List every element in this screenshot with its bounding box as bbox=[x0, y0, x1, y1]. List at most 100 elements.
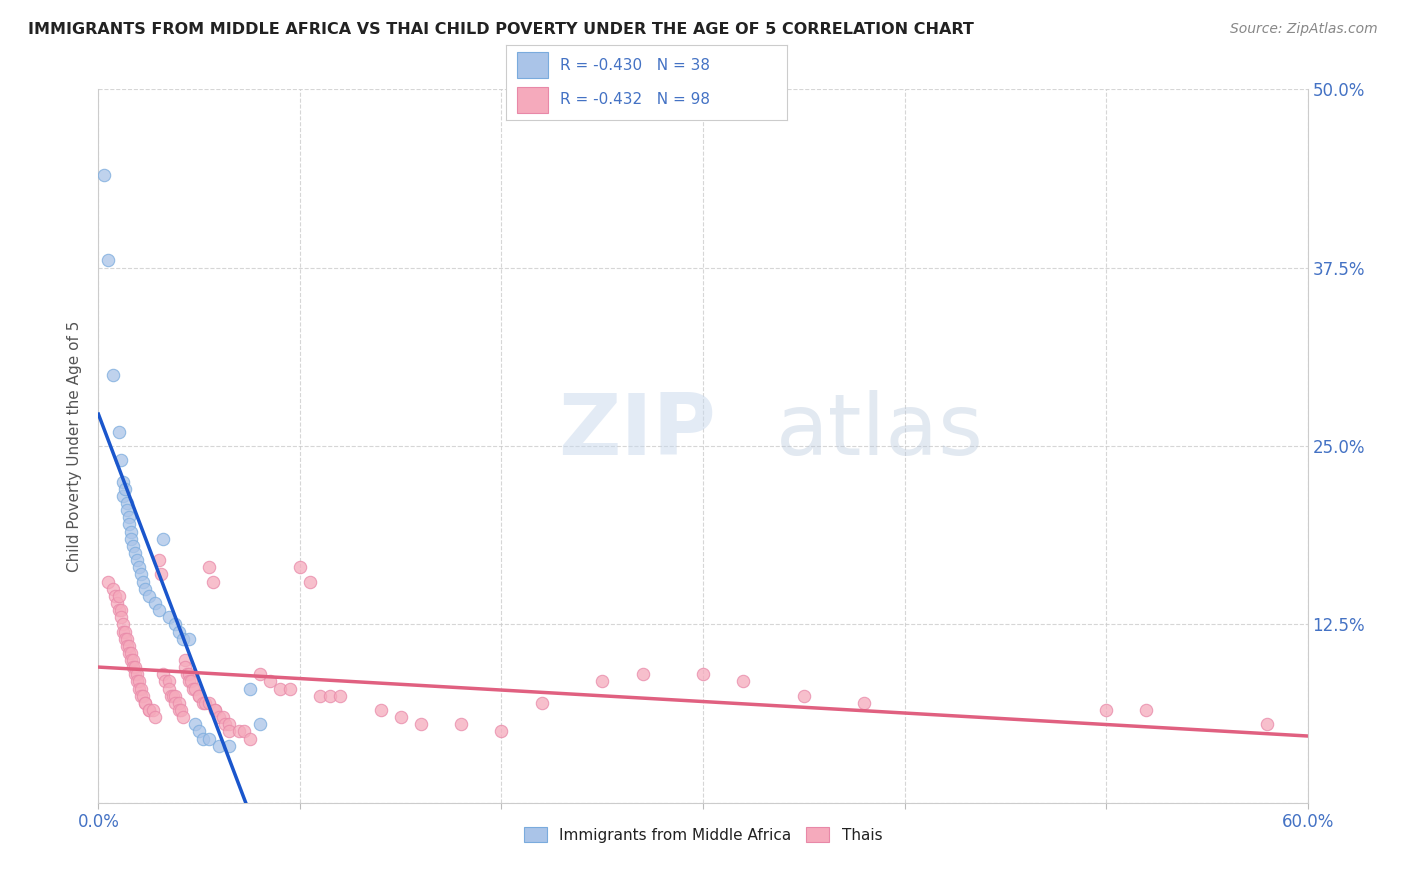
Point bbox=[204, 703, 226, 717]
Point bbox=[101, 582, 124, 596]
Point bbox=[129, 681, 152, 696]
Point bbox=[184, 681, 207, 696]
Point bbox=[631, 667, 654, 681]
Point bbox=[202, 574, 225, 589]
Point bbox=[170, 703, 193, 717]
Point bbox=[181, 681, 204, 696]
Point bbox=[1135, 703, 1157, 717]
Point bbox=[132, 689, 155, 703]
Point bbox=[101, 368, 124, 382]
Point bbox=[125, 667, 148, 681]
Point bbox=[733, 674, 755, 689]
Point bbox=[124, 546, 146, 560]
Point bbox=[491, 724, 513, 739]
Point bbox=[239, 731, 262, 746]
Point bbox=[114, 482, 136, 496]
Point bbox=[793, 689, 815, 703]
Point bbox=[120, 532, 142, 546]
Point bbox=[149, 567, 172, 582]
Text: R = -0.432   N = 98: R = -0.432 N = 98 bbox=[560, 93, 710, 107]
Point bbox=[232, 724, 254, 739]
Point bbox=[118, 510, 141, 524]
Point bbox=[121, 653, 143, 667]
Point bbox=[409, 717, 432, 731]
Point bbox=[179, 667, 201, 681]
Legend: Immigrants from Middle Africa, Thais: Immigrants from Middle Africa, Thais bbox=[517, 821, 889, 848]
Point bbox=[118, 517, 141, 532]
Point bbox=[853, 696, 876, 710]
Point bbox=[115, 639, 138, 653]
Point bbox=[208, 739, 231, 753]
Point bbox=[124, 667, 146, 681]
Point bbox=[450, 717, 472, 731]
Point bbox=[329, 689, 352, 703]
Point bbox=[153, 674, 176, 689]
Point bbox=[180, 674, 202, 689]
Point bbox=[278, 681, 301, 696]
Point bbox=[157, 674, 180, 689]
Point bbox=[162, 689, 184, 703]
Point bbox=[198, 731, 221, 746]
Point bbox=[370, 703, 392, 717]
Point bbox=[97, 574, 120, 589]
Point bbox=[218, 739, 240, 753]
Point bbox=[198, 696, 221, 710]
Point bbox=[134, 582, 156, 596]
Point bbox=[118, 646, 141, 660]
Bar bbox=[517, 87, 548, 112]
Point bbox=[111, 489, 134, 503]
Point bbox=[138, 589, 160, 603]
Point bbox=[193, 696, 215, 710]
Point bbox=[120, 646, 142, 660]
Point bbox=[208, 710, 231, 724]
Point bbox=[299, 574, 322, 589]
Point bbox=[111, 617, 134, 632]
Point bbox=[167, 703, 190, 717]
Point bbox=[228, 724, 250, 739]
Point bbox=[167, 624, 190, 639]
Point bbox=[110, 603, 132, 617]
Point bbox=[125, 553, 148, 567]
Point bbox=[128, 674, 150, 689]
Point bbox=[174, 660, 197, 674]
Point bbox=[163, 696, 186, 710]
Point bbox=[198, 560, 221, 574]
Point bbox=[167, 696, 190, 710]
Point bbox=[120, 524, 142, 539]
Point bbox=[143, 710, 166, 724]
Point bbox=[107, 603, 129, 617]
Point bbox=[692, 667, 714, 681]
Point bbox=[160, 689, 183, 703]
Point bbox=[142, 703, 165, 717]
Point bbox=[269, 681, 291, 696]
Point bbox=[128, 681, 150, 696]
Point bbox=[115, 632, 138, 646]
Point bbox=[125, 674, 148, 689]
Point bbox=[120, 653, 142, 667]
Point bbox=[179, 674, 201, 689]
Point bbox=[148, 603, 170, 617]
Point bbox=[134, 696, 156, 710]
Point bbox=[194, 696, 217, 710]
Point bbox=[288, 560, 311, 574]
Point bbox=[174, 653, 197, 667]
Text: ZIP: ZIP bbox=[558, 390, 716, 474]
Point bbox=[204, 703, 226, 717]
Point bbox=[138, 703, 160, 717]
Point bbox=[97, 253, 120, 268]
Point bbox=[591, 674, 613, 689]
Point bbox=[110, 453, 132, 467]
Bar bbox=[517, 52, 548, 78]
Point bbox=[188, 689, 211, 703]
Point bbox=[172, 632, 194, 646]
Point bbox=[105, 596, 128, 610]
Text: Source: ZipAtlas.com: Source: ZipAtlas.com bbox=[1230, 22, 1378, 37]
Y-axis label: Child Poverty Under the Age of 5: Child Poverty Under the Age of 5 bbox=[67, 320, 83, 572]
Point bbox=[121, 660, 143, 674]
Text: R = -0.430   N = 38: R = -0.430 N = 38 bbox=[560, 58, 710, 72]
Point bbox=[176, 667, 198, 681]
Point bbox=[115, 496, 138, 510]
Point bbox=[143, 596, 166, 610]
Point bbox=[163, 617, 186, 632]
Point bbox=[129, 689, 152, 703]
